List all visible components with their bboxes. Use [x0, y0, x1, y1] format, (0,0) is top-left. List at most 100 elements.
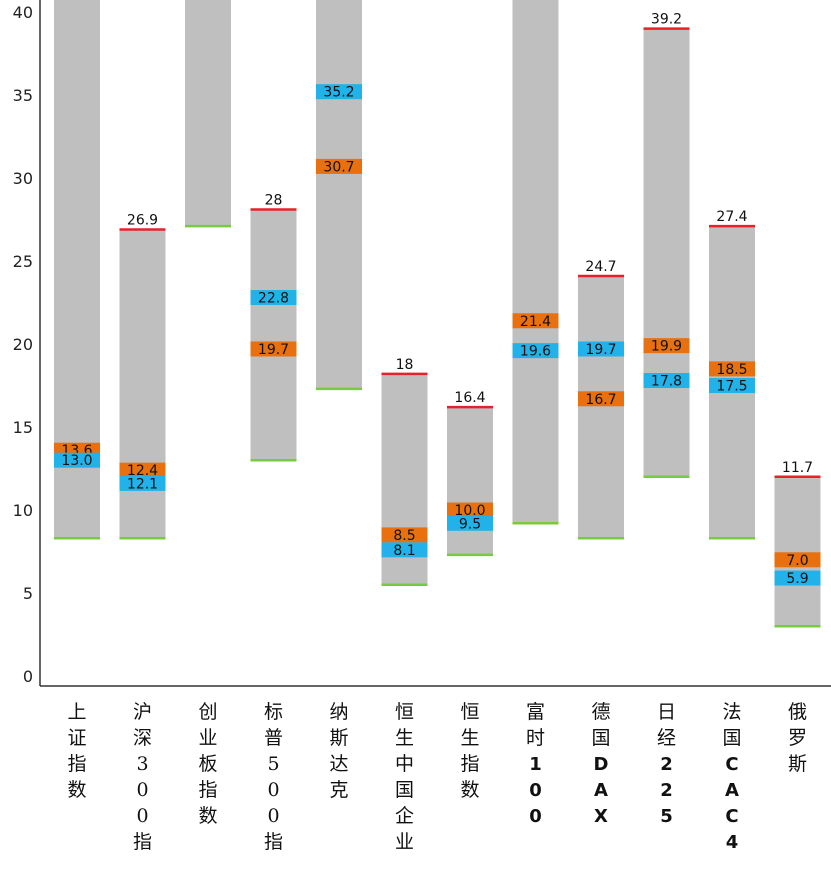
y-tick-label: 20 — [13, 335, 33, 354]
category-label-char: 指 — [460, 753, 479, 775]
blue-marker — [709, 378, 755, 393]
category-label-char: 生 — [460, 727, 479, 749]
category-label-char: 指 — [133, 831, 152, 853]
y-tick-label: 30 — [13, 169, 33, 188]
range-bar — [250, 209, 297, 461]
blue-marker-label: 8.1 — [393, 543, 415, 559]
category-label-char: 斯 — [329, 727, 348, 749]
blue-marker — [250, 290, 297, 306]
category-label-char: 国 — [395, 779, 414, 801]
orange-marker-label: 7.0 — [786, 553, 808, 569]
category-label-char: 1 — [529, 754, 542, 775]
category-label-char: 纳 — [329, 701, 348, 723]
bar-group: 27.4 18.517.5 — [709, 209, 755, 540]
category-label-char: 恒 — [395, 701, 414, 723]
orange-marker-label: 8.5 — [393, 528, 415, 544]
bar-group: 28 19.7 22.8 — [250, 193, 297, 462]
bar-group: 18 8.58.1 — [381, 357, 428, 586]
bar-group: 39.2 19.9 17.8 — [643, 12, 690, 479]
category-label-char: 5 — [660, 806, 673, 827]
category-label-char: 达 — [329, 753, 348, 775]
range-bar — [578, 275, 624, 539]
blue-marker — [54, 452, 100, 468]
y-tick-label: 5 — [23, 584, 33, 603]
category-label-char: 业 — [198, 727, 217, 749]
category-label-char: 2 — [660, 780, 673, 801]
bar-group — [185, 0, 231, 228]
high-value-label: 26.9 — [127, 212, 158, 228]
blue-marker-label: 12.1 — [127, 476, 158, 492]
category-label-char: A — [725, 780, 739, 801]
range-bar — [512, 0, 559, 524]
bar-group: 30.7 35.2 — [316, 0, 362, 391]
blue-marker-label: 9.5 — [459, 516, 481, 532]
y-tick-label: 40 — [13, 3, 33, 22]
category-label-char: 数 — [67, 779, 86, 801]
bar-group: 13.613.0 — [54, 0, 100, 540]
category-label-char: 斯 — [788, 753, 807, 775]
blue-marker — [774, 570, 821, 586]
high-value-label: 27.4 — [716, 209, 747, 225]
category-label-char: 2 — [660, 754, 673, 775]
category-label-char: 德 — [591, 701, 610, 723]
orange-marker — [774, 552, 821, 568]
category-label-char: 板 — [198, 753, 217, 775]
orange-marker — [447, 502, 493, 518]
category-label-char: 创 — [198, 701, 217, 723]
category-label-char: 指 — [198, 779, 217, 801]
category-label-char: 0 — [529, 780, 542, 801]
category-label-char: 指 — [264, 831, 283, 853]
category-label-char: X — [594, 806, 608, 827]
orange-marker-label: 19.7 — [258, 342, 289, 358]
category-label-char: 国 — [591, 727, 610, 749]
category-label-char: 沪 — [133, 701, 152, 723]
orange-marker-label: 30.7 — [323, 159, 354, 175]
bar-group: 16.4 10.09.5 — [447, 390, 493, 557]
category-label-char: 5 — [267, 753, 279, 775]
blue-marker — [381, 542, 428, 558]
orange-marker — [250, 341, 297, 357]
orange-marker-label: 10.0 — [454, 503, 485, 519]
category-label-char: 4 — [726, 832, 739, 853]
category-label-char: 数 — [198, 805, 217, 827]
bar-group: 26.9 12.412.1 — [119, 212, 166, 540]
category-label-char: 0 — [136, 779, 148, 801]
blue-marker-label: 22.8 — [258, 291, 289, 307]
range-bar — [447, 407, 493, 555]
category-label-char: 数 — [460, 779, 479, 801]
category-label-char: 指 — [67, 753, 86, 775]
y-tick-label: 15 — [13, 418, 33, 437]
blue-marker — [316, 84, 362, 100]
orange-marker — [578, 391, 624, 407]
category-label-char: 富 — [526, 701, 545, 723]
range-bar — [774, 476, 821, 627]
orange-marker — [381, 527, 428, 543]
category-label-char: 中 — [395, 753, 414, 775]
category-label-char: D — [594, 754, 609, 775]
category-label-char: 标 — [264, 701, 283, 723]
category-label-char: C — [725, 806, 738, 827]
blue-marker — [578, 341, 624, 357]
blue-marker — [119, 475, 166, 491]
category-label-char: 时 — [526, 727, 545, 749]
high-value-label: 28 — [265, 193, 283, 209]
category-label-char: 普 — [264, 727, 283, 749]
blue-marker-label: 13.0 — [61, 453, 92, 469]
orange-marker — [119, 462, 166, 478]
category-label-char: 日 — [657, 701, 676, 723]
bar-group: 21.4 19.6 — [512, 0, 559, 525]
category-label-char: 经 — [657, 727, 676, 749]
range-bar — [316, 0, 362, 389]
category-label-char: 生 — [395, 727, 414, 749]
blue-marker-label: 17.5 — [716, 379, 747, 395]
category-label-char: 0 — [267, 779, 279, 801]
orange-marker — [709, 361, 755, 377]
category-label-char: 克 — [329, 779, 348, 801]
blue-marker-label: 17.8 — [651, 374, 682, 390]
category-label-char: C — [725, 754, 738, 775]
blue-marker-label: 35.2 — [323, 85, 354, 101]
high-value-label: 39.2 — [651, 12, 682, 28]
y-tick-label: 10 — [13, 501, 33, 520]
blue-marker-label: 19.6 — [520, 344, 551, 360]
